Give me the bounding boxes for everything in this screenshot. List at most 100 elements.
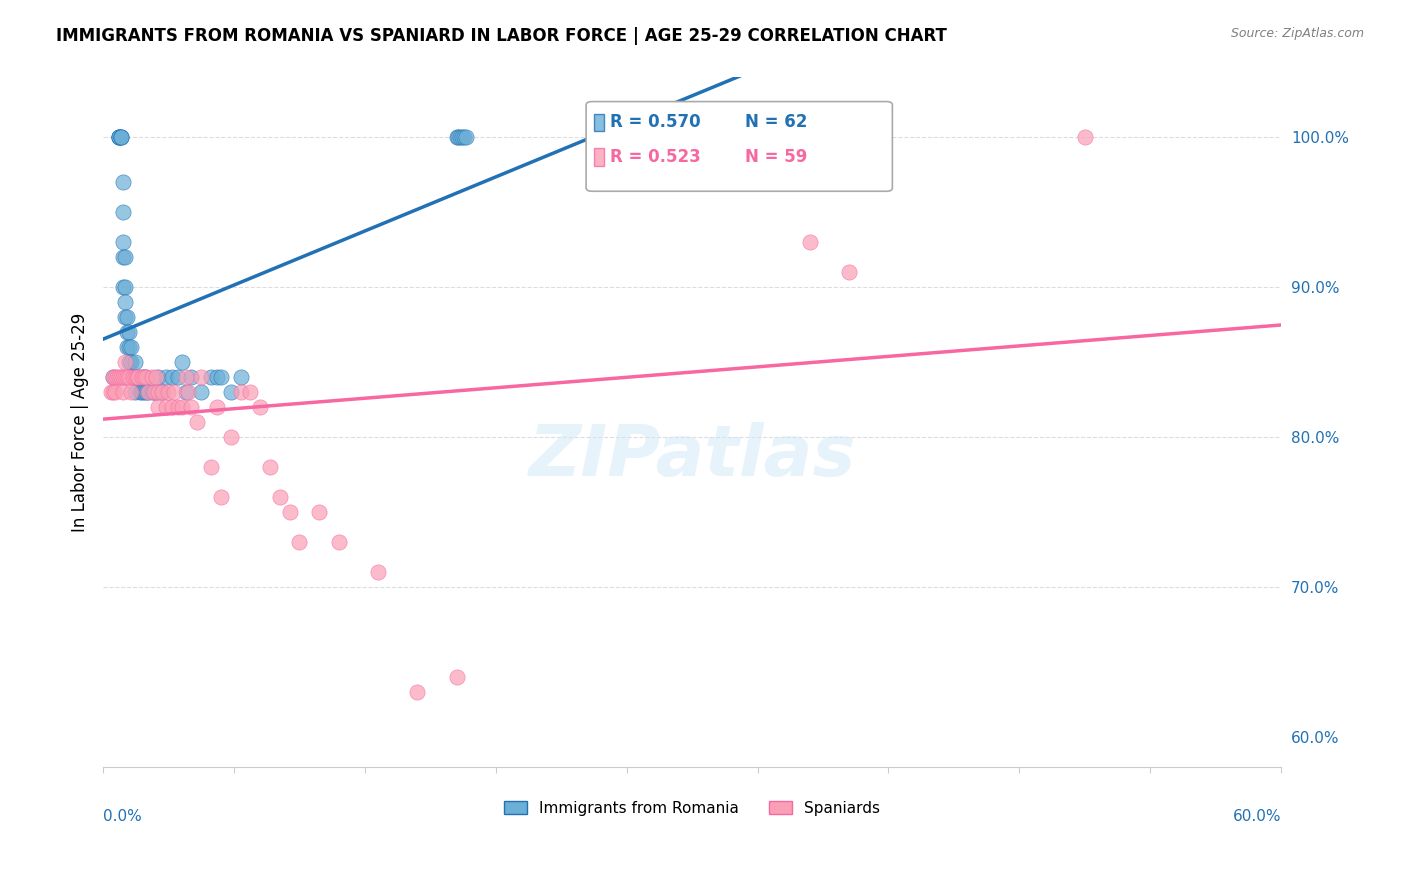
Point (114, 280, 136, 294)
Point (447, 130, 470, 145)
Point (120, 385, 142, 400)
Point (160, 401, 183, 415)
Point (131, 370, 153, 384)
Point (141, 385, 163, 400)
Point (135, 370, 157, 384)
Point (451, 130, 474, 145)
Point (110, 130, 132, 145)
Point (453, 130, 475, 145)
Point (111, 251, 134, 265)
Point (1074, 130, 1097, 145)
Point (406, 685, 429, 699)
Point (136, 385, 159, 400)
Legend: Immigrants from Romania, Spaniards: Immigrants from Romania, Spaniards (498, 795, 887, 822)
Point (114, 370, 136, 384)
Point (146, 385, 169, 400)
Point (101, 370, 124, 384)
Point (101, 370, 124, 384)
Point (121, 370, 143, 384)
Point (136, 385, 159, 400)
Point (111, 205, 134, 219)
Point (456, 130, 478, 145)
Point (170, 401, 193, 415)
Point (156, 385, 179, 400)
Point (180, 401, 202, 415)
Text: IMMIGRANTS FROM ROMANIA VS SPANIARD IN LABOR FORCE | AGE 25-29 CORRELATION CHART: IMMIGRANTS FROM ROMANIA VS SPANIARD IN L… (56, 27, 948, 45)
Point (114, 295, 136, 310)
Point (114, 251, 136, 265)
Text: 0.0%: 0.0% (103, 809, 142, 823)
Point (125, 370, 148, 384)
Point (115, 310, 138, 325)
Point (134, 370, 156, 384)
Point (308, 505, 330, 519)
Point (288, 535, 311, 549)
Point (135, 370, 157, 384)
Point (114, 310, 136, 325)
Point (150, 385, 173, 400)
Point (110, 130, 132, 145)
Point (110, 130, 132, 145)
Point (108, 370, 131, 384)
Text: N = 59: N = 59 (745, 148, 807, 166)
Text: N = 62: N = 62 (745, 113, 807, 131)
Point (108, 130, 131, 145)
Point (129, 385, 152, 400)
Point (131, 370, 153, 384)
Point (449, 130, 471, 145)
Point (446, 670, 468, 684)
Point (269, 491, 291, 505)
Point (104, 385, 127, 400)
Point (121, 370, 143, 384)
Point (111, 235, 134, 250)
Point (176, 385, 198, 400)
Point (180, 370, 202, 384)
Point (114, 355, 136, 369)
Point (209, 370, 232, 384)
Point (104, 370, 127, 384)
Point (146, 370, 169, 384)
Point (111, 385, 134, 400)
Point (186, 415, 208, 429)
Point (229, 385, 252, 400)
Text: Source: ZipAtlas.com: Source: ZipAtlas.com (1230, 27, 1364, 40)
Point (118, 355, 141, 369)
Point (124, 370, 146, 384)
Point (160, 370, 183, 384)
Point (229, 370, 252, 384)
Point (100, 385, 122, 400)
Point (134, 385, 156, 400)
Point (190, 370, 212, 384)
Text: ZIPatlas: ZIPatlas (529, 422, 856, 491)
Point (127, 370, 149, 384)
Point (118, 370, 141, 384)
Point (446, 130, 468, 145)
Point (118, 340, 141, 354)
Point (174, 370, 197, 384)
Point (127, 370, 149, 384)
Point (219, 385, 242, 400)
Point (150, 385, 173, 400)
Point (111, 280, 134, 294)
Point (166, 401, 188, 415)
Point (101, 385, 124, 400)
Point (111, 176, 134, 190)
Point (120, 355, 142, 369)
Point (328, 535, 350, 549)
FancyBboxPatch shape (586, 102, 893, 191)
Point (135, 385, 157, 400)
Point (367, 566, 389, 580)
Point (200, 370, 222, 384)
Point (108, 130, 131, 145)
Point (200, 460, 222, 475)
Point (124, 355, 146, 369)
Point (120, 340, 142, 354)
Point (239, 385, 262, 400)
Point (278, 505, 301, 519)
Point (166, 370, 188, 384)
Point (155, 370, 177, 384)
Point (163, 385, 186, 400)
Point (174, 385, 197, 400)
Point (143, 385, 166, 400)
Point (209, 491, 232, 505)
